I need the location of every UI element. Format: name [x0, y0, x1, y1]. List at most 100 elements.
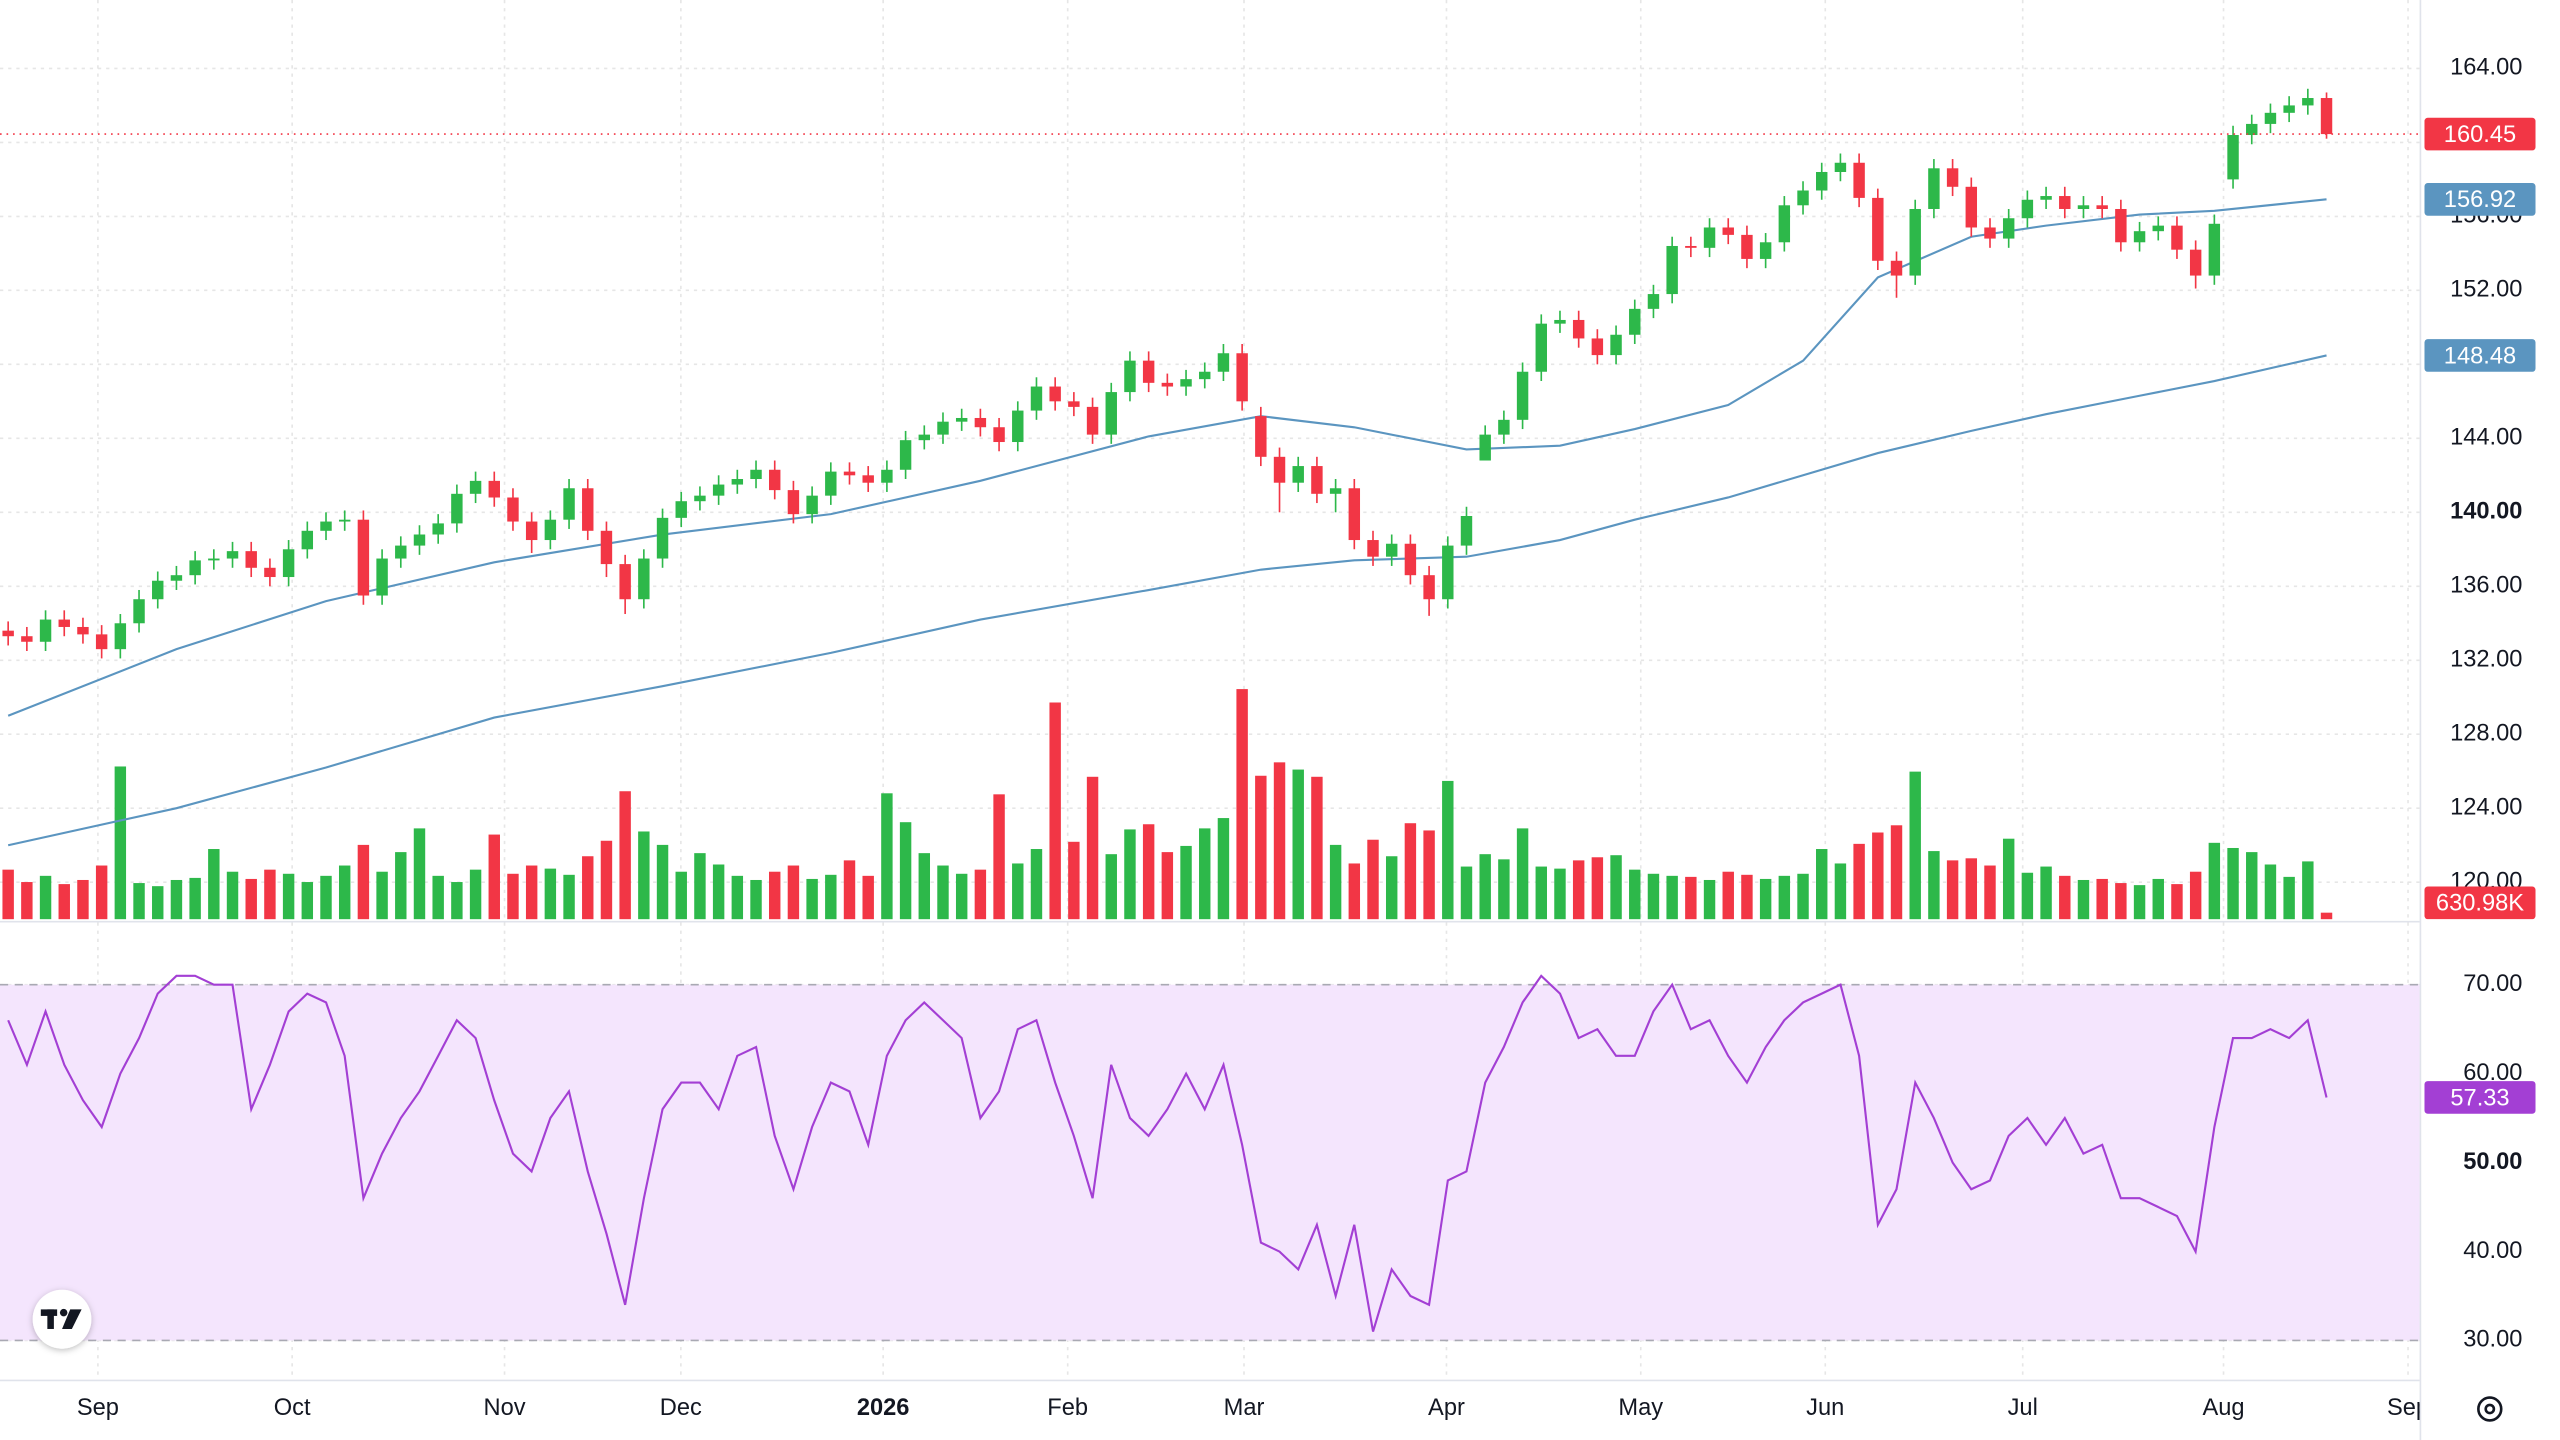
moving-averages — [7, 198, 2327, 847]
candle-body — [694, 495, 706, 502]
candle-body — [395, 545, 407, 559]
volume-bar — [2021, 872, 2034, 920]
candle-body — [2283, 105, 2295, 113]
volume-bar — [1273, 762, 1286, 920]
rsi-tick-label: 70.00 — [2463, 971, 2522, 997]
candle-body — [1348, 488, 1361, 541]
volume-bar — [58, 884, 70, 920]
volume-bar — [1816, 849, 1828, 920]
last-price-label: 160.45 — [2444, 122, 2516, 148]
candle-body — [114, 623, 127, 650]
volume-bar — [881, 793, 893, 920]
logo-wedge — [62, 1309, 82, 1329]
logo-mark — [40, 1308, 82, 1329]
candle-body — [638, 558, 650, 600]
candle-body — [1124, 360, 1136, 393]
volume-bar — [133, 883, 145, 920]
volume-bar — [357, 844, 370, 920]
logo[interactable] — [32, 1289, 92, 1349]
volume-bar — [1572, 860, 1585, 920]
candle-body — [2040, 196, 2052, 200]
rsi-tick-label: 30.00 — [2463, 1327, 2522, 1353]
volume-bar — [189, 877, 201, 920]
candle-body — [675, 501, 687, 518]
volume-bar — [1180, 845, 1192, 920]
moving-average-line — [7, 198, 2327, 717]
volume-bar — [1049, 702, 1061, 920]
volume-bar — [264, 869, 276, 920]
y-tick-label: 128.00 — [2450, 720, 2522, 746]
volume-bar — [563, 874, 575, 920]
volume-bar — [320, 875, 332, 920]
candle-body — [1385, 543, 1398, 557]
volume-bar — [2246, 852, 2258, 920]
candle-body — [600, 530, 613, 565]
rsi-label-box — [2424, 1081, 2536, 1114]
candle-body — [1984, 227, 1996, 239]
volume-bar — [39, 875, 52, 920]
volume-bar — [787, 865, 800, 920]
candle-body — [432, 523, 444, 535]
volume-bar — [413, 828, 426, 920]
x-tick-label: Mar — [1224, 1395, 1265, 1421]
candle-body — [937, 421, 949, 435]
candle-body — [806, 495, 818, 515]
volume-bar — [656, 844, 669, 920]
volume-bar — [1030, 849, 1043, 920]
candle-body — [264, 567, 276, 578]
candle-body — [413, 534, 426, 546]
volume-bar — [1479, 854, 1491, 920]
volume-bar — [1909, 771, 1921, 920]
candle-body — [245, 551, 257, 568]
volume-bar — [2133, 885, 2146, 920]
volume-bar — [1610, 855, 1622, 920]
volume-bar — [1797, 873, 1809, 920]
candle-body — [1311, 466, 1323, 494]
volume-bar — [825, 874, 837, 920]
rsi-tick-label: 40.00 — [2463, 1238, 2522, 1264]
candle-body — [1161, 382, 1174, 387]
candle-body — [189, 560, 201, 576]
candle-body — [21, 636, 33, 642]
y-tick-label: 132.00 — [2450, 647, 2522, 673]
candle-body — [1068, 401, 1080, 407]
candle-body — [843, 471, 856, 476]
candle-body — [1572, 319, 1585, 339]
candle-body — [1797, 190, 1809, 206]
volume-bar — [675, 871, 687, 920]
rsi-tick-label: 50.00 — [2463, 1149, 2522, 1175]
volume-bar — [152, 886, 164, 920]
volume-bar — [2171, 884, 2183, 920]
logo-badge[interactable] — [32, 1289, 92, 1349]
rsi-band — [0, 983, 2420, 1342]
candle-body — [2208, 223, 2221, 276]
settings-button[interactable] — [2477, 1396, 2503, 1422]
candle-body — [2059, 196, 2071, 209]
candle-body — [1554, 319, 1566, 324]
volume-bar — [1348, 863, 1361, 920]
candle-body — [170, 575, 183, 581]
candle-body — [2096, 205, 2108, 209]
volume-bar — [507, 873, 519, 920]
volume-bar — [2077, 879, 2090, 920]
settings-hub[interactable] — [2484, 1403, 2496, 1415]
settings-gear[interactable] — [2477, 1396, 2503, 1422]
candle-body — [787, 490, 800, 515]
x-tick-label: Sep — [2387, 1395, 2429, 1421]
candle-body — [376, 558, 388, 596]
volume-bar — [226, 871, 239, 920]
volume-bar — [1068, 841, 1080, 920]
candle-body — [1816, 172, 1828, 191]
volume-bar — [2264, 864, 2277, 920]
x-tick-label: Aug — [2202, 1395, 2244, 1421]
x-tick-label: Sep — [77, 1395, 119, 1421]
volume-bar — [1722, 871, 1734, 920]
volume-bar — [1554, 868, 1566, 920]
volume-bar — [1928, 851, 1940, 920]
candle-body — [39, 619, 52, 642]
candle-body — [899, 440, 912, 470]
candle-body — [1217, 353, 1230, 372]
candle-body — [1741, 234, 1753, 259]
candle-body — [1404, 543, 1417, 576]
moving-average-label: 156.92 — [2444, 187, 2516, 213]
